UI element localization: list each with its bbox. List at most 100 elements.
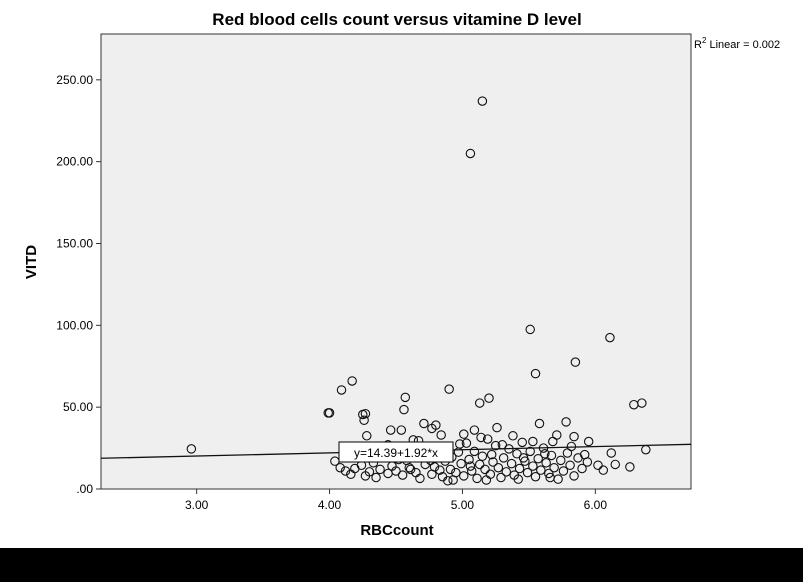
data-point xyxy=(493,462,504,473)
data-point xyxy=(419,418,429,429)
data-point xyxy=(364,467,375,477)
plot-area xyxy=(100,33,692,490)
data-point xyxy=(451,467,461,478)
data-point xyxy=(404,462,415,473)
r-squared-label: R2 Linear = 0.002 xyxy=(694,36,780,51)
data-point xyxy=(474,398,485,408)
x-tick-label: 5.00 xyxy=(451,498,475,512)
data-point xyxy=(456,458,466,469)
data-point xyxy=(514,463,525,474)
fit-equation-label: y=14.39+1.92*x xyxy=(354,446,438,460)
data-point xyxy=(558,466,569,476)
data-point xyxy=(513,474,524,484)
y-tick-label: .00 xyxy=(76,482,93,496)
data-point xyxy=(375,464,385,475)
data-points xyxy=(186,96,651,486)
data-point xyxy=(360,408,371,419)
data-point xyxy=(465,461,476,471)
data-point xyxy=(556,455,566,466)
data-point xyxy=(359,415,369,426)
data-point xyxy=(477,451,488,462)
data-point xyxy=(459,471,469,481)
data-point xyxy=(518,453,529,463)
data-point xyxy=(525,324,535,335)
data-point xyxy=(552,430,562,440)
data-point xyxy=(336,385,347,395)
data-point xyxy=(593,460,603,471)
y-axis-label: VITD xyxy=(23,245,40,279)
data-point xyxy=(508,431,518,441)
data-point xyxy=(472,473,482,484)
data-point xyxy=(400,392,411,403)
x-axis: 3.00 4.00 5.00 6.00 xyxy=(185,489,607,512)
r-squared-superscript: 2 xyxy=(702,36,707,45)
data-point xyxy=(465,148,476,159)
data-point xyxy=(517,437,527,448)
data-point xyxy=(598,465,609,475)
data-point xyxy=(546,450,557,461)
y-tick-label: 150.00 xyxy=(56,236,93,250)
data-point xyxy=(496,472,506,483)
equation-box: y=14.39+1.92*x xyxy=(338,441,454,463)
data-point xyxy=(443,476,453,486)
y-tick-label: 100.00 xyxy=(56,318,93,332)
data-point xyxy=(476,432,486,443)
data-point xyxy=(486,449,497,460)
data-point xyxy=(488,457,498,467)
data-point xyxy=(565,460,575,471)
r-squared-prefix: R xyxy=(694,39,702,51)
data-point xyxy=(464,454,474,465)
x-tick-label: 4.00 xyxy=(318,498,342,512)
data-point xyxy=(569,431,579,442)
data-point xyxy=(534,418,545,429)
data-point xyxy=(544,468,554,479)
data-point xyxy=(324,408,335,418)
data-point xyxy=(335,462,345,473)
y-tick-label: 250.00 xyxy=(56,73,93,87)
data-point xyxy=(583,436,594,447)
data-point xyxy=(610,459,621,470)
data-point xyxy=(385,425,396,435)
data-point xyxy=(469,425,480,435)
data-point xyxy=(469,446,480,457)
data-point xyxy=(522,467,533,478)
data-point xyxy=(405,464,416,475)
data-point xyxy=(606,448,617,458)
y-axis: .00 50.00 100.00 150.00 200.00 250.00 xyxy=(56,73,101,496)
data-point xyxy=(605,332,615,343)
data-point xyxy=(570,357,581,367)
data-point xyxy=(415,473,425,484)
data-point xyxy=(569,471,579,481)
data-point xyxy=(435,465,445,475)
data-point xyxy=(362,431,372,441)
data-point xyxy=(444,384,454,394)
data-point xyxy=(492,422,502,433)
data-point xyxy=(482,434,493,444)
data-point xyxy=(340,466,351,476)
data-point xyxy=(397,470,408,480)
data-point xyxy=(530,471,541,482)
data-point xyxy=(577,463,587,474)
data-point xyxy=(484,393,494,403)
data-point xyxy=(436,430,446,440)
data-point xyxy=(186,444,197,454)
data-point xyxy=(431,420,441,430)
data-point xyxy=(541,458,551,468)
footer-band xyxy=(0,548,803,582)
data-point xyxy=(506,458,517,469)
data-point xyxy=(525,446,535,457)
data-point xyxy=(480,464,490,475)
data-point xyxy=(461,438,472,448)
data-point xyxy=(371,472,381,483)
data-point xyxy=(530,368,541,379)
data-point xyxy=(533,453,543,464)
data-point xyxy=(637,398,647,408)
data-point xyxy=(474,459,485,470)
data-point xyxy=(399,404,409,415)
equation-box-frame xyxy=(338,441,454,463)
data-point xyxy=(501,467,512,477)
x-tick-label: 6.00 xyxy=(584,498,608,512)
data-point xyxy=(579,449,590,460)
data-point xyxy=(445,464,456,475)
data-point xyxy=(490,440,501,451)
